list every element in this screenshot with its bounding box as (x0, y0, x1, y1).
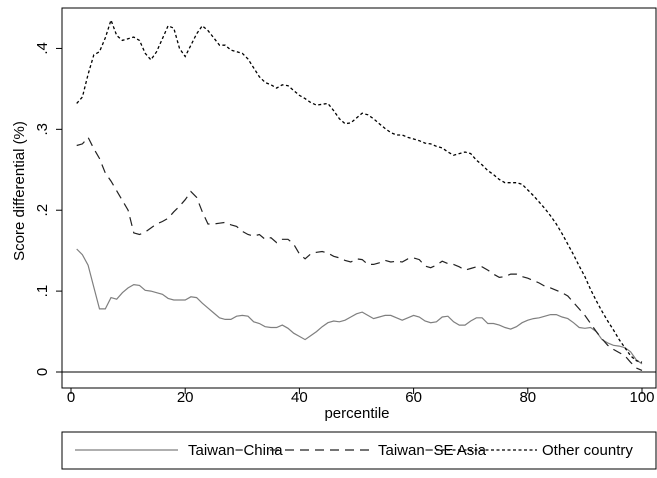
x-axis-title: percentile (324, 405, 389, 422)
y-tick-label: 0 (34, 368, 51, 376)
legend-label-taiwan-se-asia: Taiwan−SE Asia (378, 442, 487, 459)
x-tick-label: 60 (405, 389, 422, 406)
legend-label-other-country: Other country (542, 442, 633, 459)
y-tick-label: .1 (34, 285, 51, 298)
axis-layer: 0 20 40 60 80 100 0 .1 .2 .3 .4 (34, 42, 655, 406)
y-axis-title: Score differential (%) (11, 121, 28, 261)
y-tick-label: .4 (34, 42, 51, 55)
legend: Taiwan−China Taiwan−SE Asia Other countr… (75, 442, 633, 459)
x-tick-label: 100 (629, 389, 654, 406)
y-tick-label: .3 (34, 123, 51, 136)
legend-label-taiwan-china: Taiwan−China (188, 442, 283, 459)
series-line-taiwan-china (76, 248, 643, 365)
y-tick-label: .2 (34, 204, 51, 217)
plot-frame (61, 7, 657, 389)
series-layer (76, 18, 643, 371)
x-tick-label: 0 (67, 389, 75, 406)
x-tick-label: 20 (177, 389, 194, 406)
series-line-taiwan-se-asia (76, 136, 643, 371)
series-line-other-country (76, 18, 643, 363)
x-tick-label: 40 (291, 389, 308, 406)
x-tick-label: 80 (519, 389, 536, 406)
